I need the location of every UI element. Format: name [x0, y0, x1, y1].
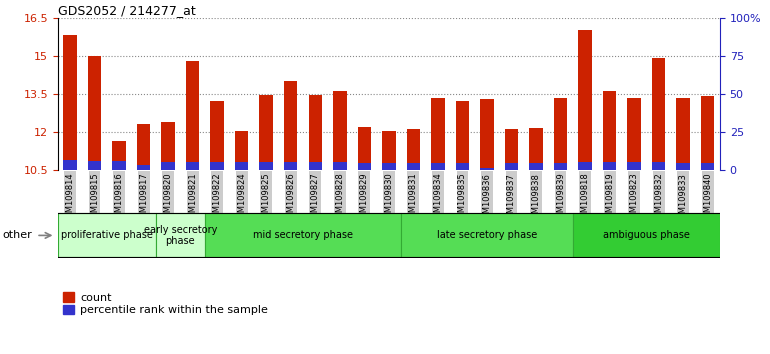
- Bar: [603, 162, 616, 170]
- Bar: [456, 101, 469, 170]
- Text: ambiguous phase: ambiguous phase: [603, 230, 690, 240]
- Bar: [284, 81, 297, 170]
- Bar: [210, 101, 224, 170]
- Bar: [333, 162, 347, 170]
- Bar: [88, 161, 102, 170]
- FancyBboxPatch shape: [401, 213, 573, 257]
- Bar: [554, 98, 567, 170]
- Bar: [186, 61, 199, 170]
- Bar: [407, 129, 420, 170]
- Bar: [676, 98, 690, 170]
- Bar: [529, 128, 543, 170]
- Bar: [628, 98, 641, 170]
- Bar: [284, 162, 297, 170]
- Text: early secretory
phase: early secretory phase: [144, 224, 217, 246]
- Text: mid secretory phase: mid secretory phase: [253, 230, 353, 240]
- Bar: [578, 30, 592, 170]
- Bar: [701, 163, 715, 170]
- Bar: [259, 162, 273, 170]
- Bar: [603, 91, 616, 170]
- Bar: [259, 95, 273, 170]
- FancyBboxPatch shape: [205, 213, 401, 257]
- Bar: [309, 162, 322, 170]
- FancyBboxPatch shape: [573, 213, 720, 257]
- Bar: [210, 162, 224, 170]
- Bar: [162, 162, 175, 170]
- Bar: [505, 163, 518, 170]
- FancyBboxPatch shape: [58, 213, 156, 257]
- Legend: count, percentile rank within the sample: count, percentile rank within the sample: [63, 292, 268, 315]
- Bar: [505, 129, 518, 170]
- Bar: [554, 163, 567, 170]
- Bar: [431, 98, 444, 170]
- Bar: [431, 163, 444, 170]
- Bar: [628, 162, 641, 170]
- Bar: [112, 161, 126, 170]
- Bar: [578, 162, 592, 170]
- FancyBboxPatch shape: [156, 213, 205, 257]
- Text: GDS2052 / 214277_at: GDS2052 / 214277_at: [58, 4, 196, 17]
- Bar: [137, 165, 150, 170]
- Bar: [357, 163, 371, 170]
- Bar: [382, 131, 396, 170]
- Bar: [333, 91, 347, 170]
- Bar: [676, 163, 690, 170]
- Bar: [162, 122, 175, 170]
- Bar: [701, 96, 715, 170]
- Bar: [112, 141, 126, 170]
- Bar: [652, 162, 665, 170]
- Bar: [235, 162, 249, 170]
- Bar: [382, 163, 396, 170]
- Bar: [63, 160, 77, 170]
- Bar: [529, 163, 543, 170]
- Bar: [357, 127, 371, 170]
- Bar: [235, 131, 249, 170]
- Bar: [309, 95, 322, 170]
- Bar: [456, 163, 469, 170]
- Bar: [480, 168, 494, 170]
- Bar: [88, 56, 102, 170]
- Text: other: other: [2, 230, 32, 240]
- Bar: [480, 99, 494, 170]
- Text: late secretory phase: late secretory phase: [437, 230, 537, 240]
- Bar: [407, 163, 420, 170]
- Bar: [137, 124, 150, 170]
- Bar: [186, 162, 199, 170]
- Text: proliferative phase: proliferative phase: [61, 230, 152, 240]
- Bar: [652, 58, 665, 170]
- Bar: [63, 35, 77, 170]
